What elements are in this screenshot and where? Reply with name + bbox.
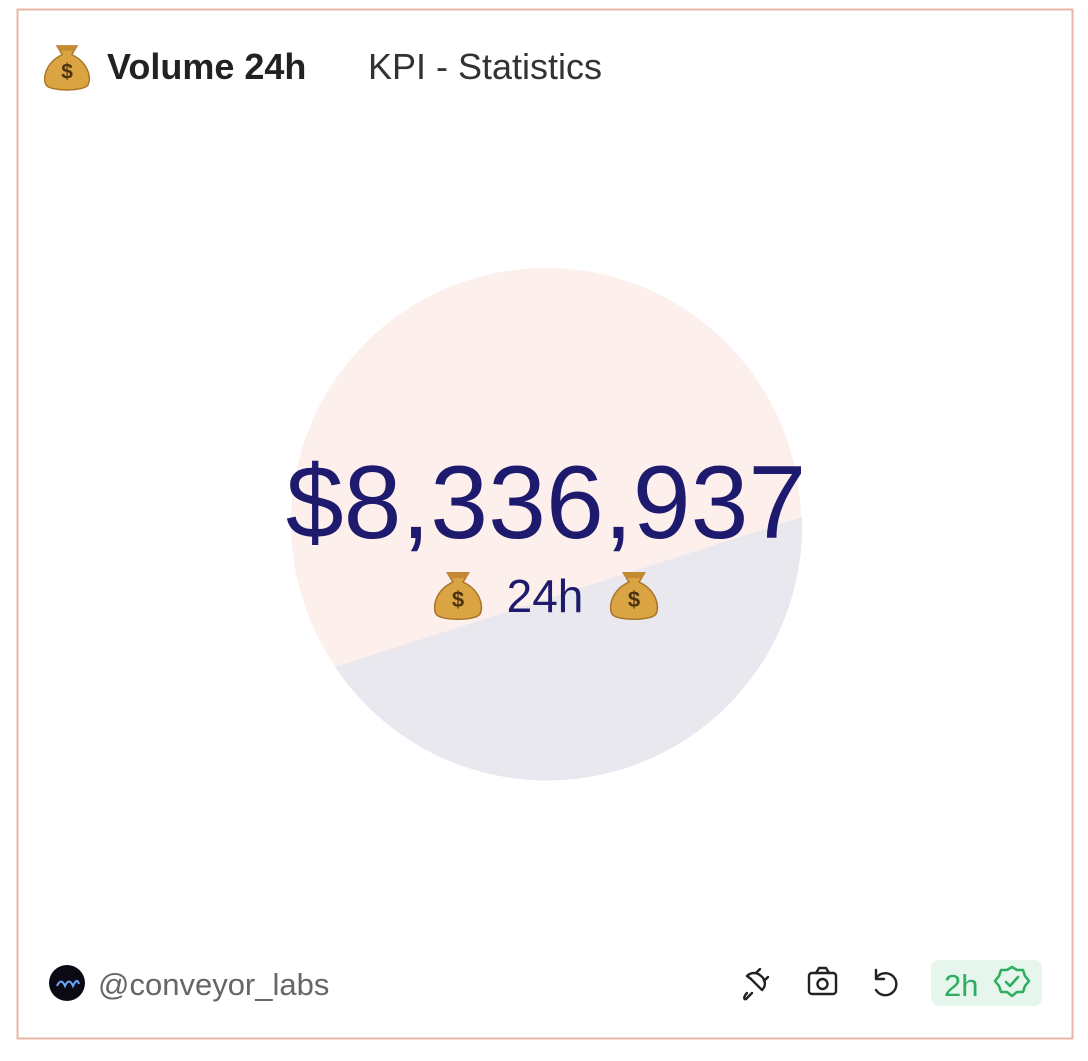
refresh-button[interactable] <box>874 968 898 997</box>
widget-title: Volume 24h <box>107 46 306 87</box>
kpi-label: 24h <box>507 570 584 622</box>
screenshot-button[interactable] <box>807 966 838 996</box>
kpi-value: $8,336,937 <box>286 445 807 561</box>
author-name[interactable]: @conveyor_labs <box>98 967 329 1002</box>
bg-circle-bottom <box>335 517 803 781</box>
widget-subtitle: KPI - Statistics <box>368 46 602 87</box>
verified-icon <box>993 965 1031 998</box>
connect-button[interactable] <box>743 967 770 1001</box>
author-logo[interactable] <box>49 965 85 1001</box>
freshness-text: 2h <box>944 968 978 1003</box>
